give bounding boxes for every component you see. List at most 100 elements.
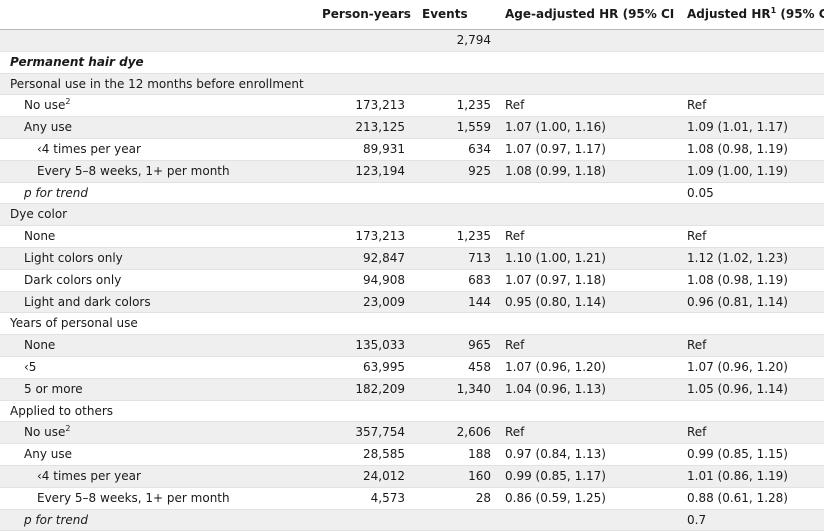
- row-label-cell: Dark colors only: [0, 269, 322, 292]
- row-label: Every 5–8 weeks, 1+ per month: [37, 163, 230, 178]
- row-label-cell: Years of personal use: [0, 312, 322, 335]
- age-adjusted-hr-cell: 0.97 (0.84, 1.13): [497, 443, 675, 466]
- adjusted-hr-cell: [675, 29, 824, 52]
- age-adjusted-hr-cell: Ref: [497, 421, 675, 444]
- person-years-cell: [322, 312, 422, 335]
- table-row: Permanent hair dye: [0, 51, 824, 74]
- table-row: Dye color: [0, 203, 824, 226]
- row-label-cell: Any use: [0, 443, 322, 466]
- age-adjusted-hr-cell: 1.07 (0.97, 1.18): [497, 269, 675, 292]
- adjusted-hr-cell: Ref: [675, 421, 824, 444]
- row-label-cell: p for trend: [0, 182, 322, 204]
- table-row: ‹5 63,995 458 1.07 (0.96, 1.20) 1.07 (0.96, …: [0, 356, 824, 379]
- row-label: None: [24, 338, 56, 353]
- table-row: None 173,213 1,235 Ref Ref: [0, 225, 824, 248]
- person-years-cell: [322, 509, 422, 531]
- age-adjusted-hr-cell: [497, 400, 675, 422]
- age-adjusted-hr-cell: 1.07 (0.96, 1.20): [497, 356, 675, 379]
- events-cell: 458: [422, 356, 497, 379]
- table-row: Any use 213,125 1,559 1.07 (1.00, 1.16) 1.09…: [0, 116, 824, 139]
- adjusted-hr-cell: 1.01 (0.86, 1.19): [675, 465, 824, 488]
- events-cell: 1,235: [422, 225, 497, 248]
- person-years-cell: [322, 73, 422, 95]
- adjusted-hr-cell: 1.08 (0.98, 1.19): [675, 269, 824, 292]
- row-label: Permanent hair dye: [10, 54, 144, 69]
- person-years-cell: 173,213: [322, 94, 422, 117]
- person-years-cell: [322, 203, 422, 226]
- person-years-cell: 94,908: [322, 269, 422, 292]
- row-label-cell: Dye color: [0, 203, 322, 226]
- person-years-cell: [322, 182, 422, 204]
- age-adjusted-hr-cell: 0.99 (0.85, 1.17): [497, 465, 675, 488]
- events-cell: [422, 51, 497, 74]
- age-adjusted-hr-cell: 0.86 (0.59, 1.25): [497, 487, 675, 510]
- adjusted-hr-cell: Ref: [675, 225, 824, 248]
- header-person-years: Person-years: [322, 0, 422, 30]
- person-years-cell: 213,125: [322, 116, 422, 139]
- person-years-cell: 63,995: [322, 356, 422, 379]
- adjusted-hr-cell: 1.05 (0.96, 1.14): [675, 378, 824, 401]
- row-label-cell: Light colors only: [0, 247, 322, 270]
- table-row: Any use 28,585 188 0.97 (0.84, 1.13) 0.99 (0…: [0, 443, 824, 466]
- row-label-cell: [0, 29, 322, 52]
- row-label-cell: Every 5–8 weeks, 1+ per month: [0, 487, 322, 510]
- header-label: [0, 0, 322, 30]
- row-label-cell: None: [0, 334, 322, 357]
- events-cell: 2,794: [422, 29, 497, 52]
- age-adjusted-hr-cell: Ref: [497, 225, 675, 248]
- age-adjusted-hr-cell: [497, 29, 675, 52]
- footnote-mark: 2: [65, 97, 71, 107]
- row-label: Applied to others: [10, 403, 114, 418]
- table-row: Personal use in the 12 months before enr…: [0, 73, 824, 95]
- events-cell: [422, 182, 497, 204]
- row-label-cell: Personal use in the 12 months before enr…: [0, 73, 322, 95]
- row-label: Every 5–8 weeks, 1+ per month: [37, 490, 230, 505]
- table-row: Applied to others: [0, 400, 824, 422]
- adjusted-hr-cell: Ref: [675, 334, 824, 357]
- adjusted-hr-cell: 1.09 (1.00, 1.19): [675, 160, 824, 183]
- table-row: ‹4 times per year 89,931 634 1.07 (0.97, 1.…: [0, 138, 824, 161]
- row-label: p for trend: [24, 512, 88, 527]
- adjusted-hr-cell: 1.08 (0.98, 1.19): [675, 138, 824, 161]
- row-label: Light colors only: [24, 250, 123, 265]
- events-cell: 965: [422, 334, 497, 357]
- adjusted-hr-cell: [675, 51, 824, 74]
- adjusted-hr-cell: 1.12 (1.02, 1.23): [675, 247, 824, 270]
- events-cell: 925: [422, 160, 497, 183]
- adjusted-hr-cell: 0.99 (0.85, 1.15): [675, 443, 824, 466]
- adjusted-hr-cell: [675, 73, 824, 95]
- events-cell: 2,606: [422, 421, 497, 444]
- person-years-cell: 4,573: [322, 487, 422, 510]
- age-adjusted-hr-cell: 1.08 (0.99, 1.18): [497, 160, 675, 183]
- person-years-cell: 89,931: [322, 138, 422, 161]
- table-row: No use2 357,754 2,606 Ref Ref: [0, 421, 824, 444]
- table-row: Every 5–8 weeks, 1+ per month 123,194 925 1…: [0, 160, 824, 183]
- header-age-adjusted-hr: Age-adjusted HR (95% CI): [497, 0, 675, 30]
- person-years-cell: [322, 29, 422, 52]
- adjusted-hr-cell: Ref: [675, 94, 824, 117]
- age-adjusted-hr-cell: Ref: [497, 334, 675, 357]
- row-label: Personal use in the 12 months before enr…: [10, 76, 304, 91]
- table-row: Light colors only 92,847 713 1.10 (1.00, 1.…: [0, 247, 824, 270]
- events-cell: [422, 509, 497, 531]
- row-label: 5 or more: [24, 381, 83, 396]
- row-label-cell: p for trend: [0, 509, 322, 531]
- age-adjusted-hr-cell: [497, 312, 675, 335]
- person-years-cell: 173,213: [322, 225, 422, 248]
- row-label: Years of personal use: [10, 316, 138, 331]
- events-cell: [422, 203, 497, 226]
- table-row: ‹4 times per year 24,012 160 0.99 (0.85, 1.…: [0, 465, 824, 488]
- table-row: Every 5–8 weeks, 1+ per month 4,573 28 0.86…: [0, 487, 824, 510]
- age-adjusted-hr-cell: [497, 203, 675, 226]
- table-row: None 135,033 965 Ref Ref: [0, 334, 824, 357]
- events-cell: 160: [422, 465, 497, 488]
- row-label-cell: ‹5: [0, 356, 322, 379]
- events-cell: 1,559: [422, 116, 497, 139]
- events-cell: 683: [422, 269, 497, 292]
- table-row: Light and dark colors 23,009 144 0.95 (0.80…: [0, 291, 824, 313]
- age-adjusted-hr-cell: 1.04 (0.96, 1.13): [497, 378, 675, 401]
- age-adjusted-hr-cell: [497, 509, 675, 531]
- row-label-cell: Light and dark colors: [0, 291, 322, 313]
- footnote-mark: 2: [65, 424, 71, 434]
